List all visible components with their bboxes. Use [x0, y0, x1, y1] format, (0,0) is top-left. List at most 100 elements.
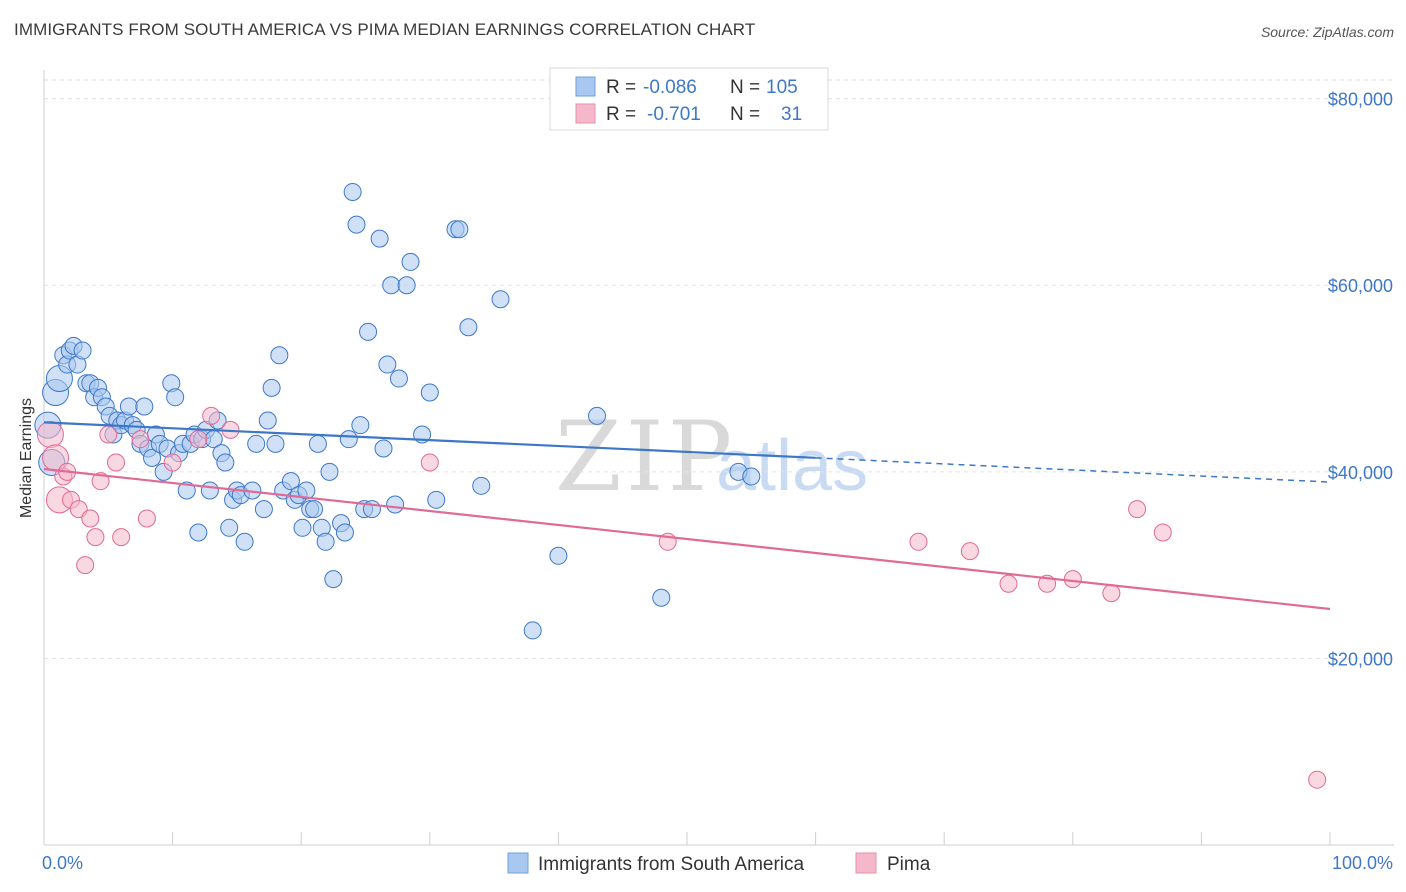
trend-line-immigrants-extension	[815, 457, 1331, 483]
x-tick-label-max: 100.0%	[1332, 853, 1393, 873]
data-point	[742, 467, 761, 486]
data-point	[347, 215, 366, 234]
data-point	[305, 500, 324, 519]
data-point	[200, 481, 219, 500]
watermark: ZIP atlas	[555, 401, 868, 513]
legend-r-value-1: -0.086	[643, 77, 697, 98]
legend-r-value-2: -0.701	[647, 104, 701, 125]
data-point	[420, 383, 439, 402]
series-legend: Immigrants from South America Pima	[507, 852, 931, 875]
legend-r-label-2: R =	[606, 104, 636, 125]
data-point	[343, 182, 362, 201]
data-point	[86, 528, 105, 547]
data-point	[270, 346, 289, 365]
y-tick-labels: $20,000 $40,000 $60,000 $80,000	[1328, 90, 1393, 670]
data-point	[189, 523, 208, 542]
data-point	[258, 411, 277, 430]
data-point	[316, 532, 335, 551]
data-point	[389, 369, 408, 388]
data-point	[491, 290, 510, 309]
series-immigrants-south-america	[34, 182, 761, 640]
y-tick-label: $60,000	[1328, 276, 1393, 296]
data-point	[135, 397, 154, 416]
data-point	[137, 509, 156, 528]
data-point	[119, 397, 138, 416]
data-point	[427, 490, 446, 509]
data-point	[293, 518, 312, 537]
data-point	[652, 588, 671, 607]
data-point	[335, 523, 354, 542]
data-point	[99, 425, 118, 444]
data-point	[472, 476, 491, 495]
data-point	[359, 322, 378, 341]
trend-line-pima	[43, 467, 1331, 611]
legend-swatch-blue	[575, 76, 596, 97]
data-point	[1063, 570, 1082, 589]
data-point	[254, 500, 273, 519]
data-point	[459, 318, 478, 337]
y-tick-label: $40,000	[1328, 463, 1393, 483]
legend-n-label-1: N =	[730, 77, 760, 98]
data-point	[189, 430, 208, 449]
data-point	[324, 570, 343, 589]
legend-r-label-1: R =	[606, 77, 636, 98]
data-point	[216, 453, 235, 472]
data-point	[266, 434, 285, 453]
legend-swatch-pink	[575, 103, 596, 124]
watermark-zip: ZIP	[555, 401, 736, 513]
data-point	[131, 430, 150, 449]
legend-box	[549, 67, 829, 131]
data-point	[107, 453, 126, 472]
y-tick-label: $20,000	[1328, 649, 1393, 669]
legend-n-label-2: N =	[730, 104, 760, 125]
data-point	[378, 355, 397, 374]
data-point	[909, 532, 928, 551]
correlation-legend: R = -0.086 N = 105 R = -0.701 N = 31	[549, 67, 829, 131]
bottom-legend-label-blue: Immigrants from South America	[538, 854, 805, 875]
data-point	[235, 532, 254, 551]
data-point	[999, 574, 1018, 593]
legend-n-value-1: 105	[766, 77, 798, 98]
data-point	[960, 542, 979, 561]
data-point	[73, 341, 92, 360]
data-point	[1153, 523, 1172, 542]
trend-line-immigrants	[43, 421, 816, 459]
data-point	[81, 509, 100, 528]
data-point	[163, 453, 182, 472]
data-point	[297, 481, 316, 500]
x-tick-label-min: 0.0%	[42, 853, 83, 873]
data-point	[1102, 584, 1121, 603]
data-point	[202, 406, 221, 425]
bottom-legend-swatch-pink	[855, 852, 877, 874]
data-point	[450, 220, 469, 239]
series-pima	[36, 406, 1327, 789]
bottom-legend-swatch-blue	[507, 852, 529, 874]
chart-title: IMMIGRANTS FROM SOUTH AMERICA VS PIMA ME…	[14, 20, 756, 39]
data-point	[308, 434, 327, 453]
data-point	[374, 439, 393, 458]
data-point	[587, 406, 606, 425]
data-point	[320, 462, 339, 481]
legend-n-value-2: 31	[781, 104, 802, 125]
data-point	[1128, 500, 1147, 519]
data-point	[76, 556, 95, 575]
data-point	[370, 229, 389, 248]
data-point	[420, 453, 439, 472]
data-point	[91, 472, 110, 491]
data-point	[351, 416, 370, 435]
data-point	[166, 388, 185, 407]
x-axis-ticks	[43, 832, 1331, 845]
data-point	[382, 276, 401, 295]
data-point	[339, 430, 358, 449]
data-point	[36, 421, 64, 449]
data-point	[177, 481, 196, 500]
data-point	[220, 518, 239, 537]
data-point	[549, 546, 568, 565]
data-point	[401, 252, 420, 271]
data-point	[397, 276, 416, 295]
grid-lines	[44, 79, 1394, 659]
data-point	[523, 621, 542, 640]
data-point	[112, 528, 131, 547]
chart-source: Source: ZipAtlas.com	[1260, 24, 1394, 40]
data-point	[262, 378, 281, 397]
